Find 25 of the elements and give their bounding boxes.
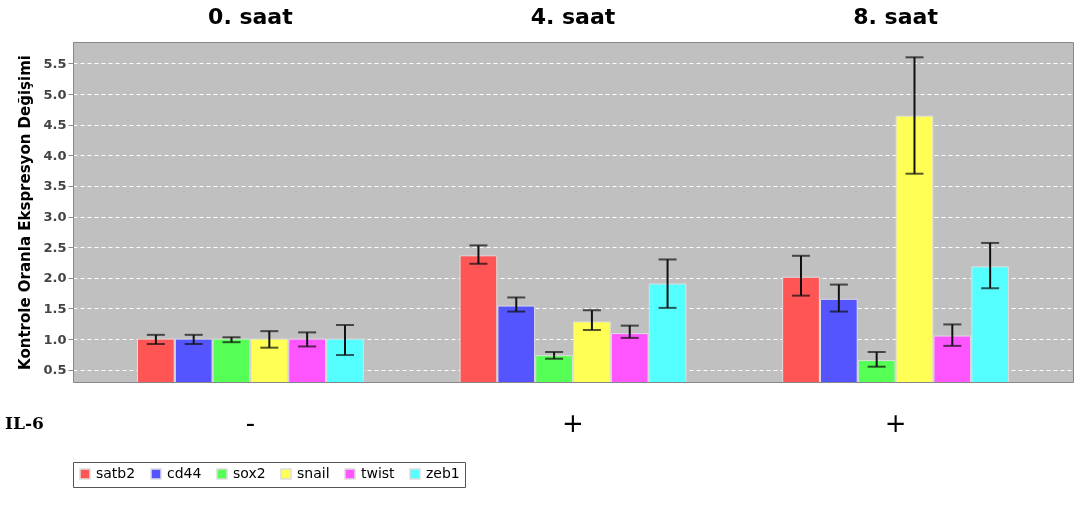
- y-tick-label: 2.5: [43, 239, 67, 255]
- text: +: [562, 408, 584, 438]
- legend-label: twist: [361, 465, 396, 481]
- text: -: [245, 408, 256, 438]
- y-axis-title: Kontrole Oranla Ekspresyon Değişimi: [16, 55, 35, 370]
- y-tick-label: 3.5: [43, 178, 67, 194]
- y-tick-label: 2.0: [43, 270, 67, 286]
- legend-label: zeb1: [426, 465, 460, 481]
- y-tick-label: 0.5: [43, 362, 67, 378]
- text: +: [884, 408, 907, 438]
- y-tick-label: 4.5: [43, 117, 67, 133]
- x-tick-label: 4. saat: [530, 3, 616, 29]
- legend-label: snail: [297, 465, 330, 481]
- legend-label: sox2: [233, 465, 266, 481]
- y-tick-label: 1.0: [43, 331, 67, 347]
- x-tick-label: 8. saat: [853, 3, 939, 29]
- y-tick-label: 5.0: [43, 86, 67, 102]
- y-tick-label: 3.0: [43, 209, 67, 225]
- x-tick-label: 0. saat: [208, 3, 294, 29]
- y-tick-label: 4.0: [43, 147, 67, 163]
- y-tick-label: 1.5: [43, 300, 67, 316]
- text: IL-6: [5, 413, 44, 433]
- legend-label: cd44: [167, 465, 202, 481]
- y-tick-label: 5.5: [43, 55, 67, 71]
- legend-label: satb2: [96, 465, 136, 481]
